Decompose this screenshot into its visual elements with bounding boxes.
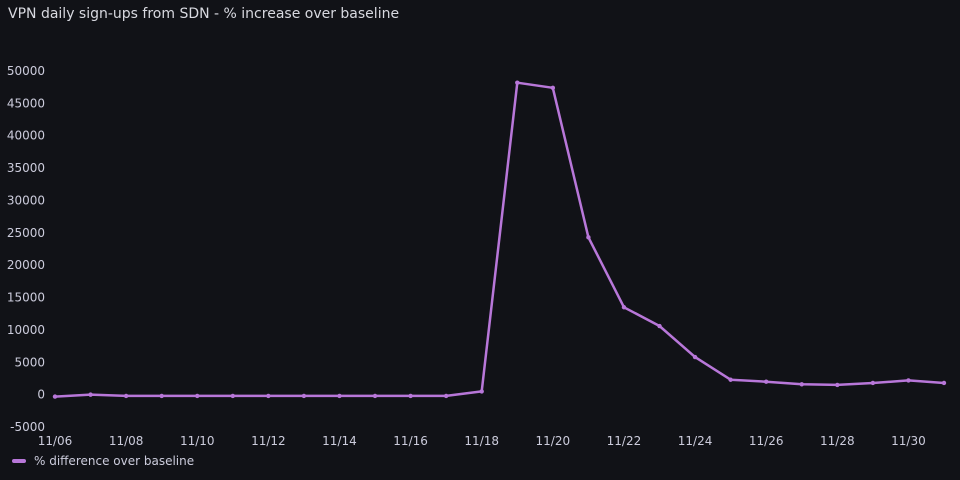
x-tick-label: 11/14: [322, 434, 357, 448]
x-tick-label: 11/12: [251, 434, 286, 448]
data-point[interactable]: [586, 235, 591, 240]
y-tick-label: 45000: [7, 96, 45, 110]
x-axis: 11/06 11/08 11/10 11/12 11/14 11/16 11/18 11/20…: [38, 434, 926, 448]
x-tick-label: 11/08: [109, 434, 144, 448]
data-point[interactable]: [337, 393, 342, 399]
x-tick-label: 11/28: [820, 434, 855, 448]
y-tick-label: 20000: [7, 258, 45, 272]
x-tick-label: 11/10: [180, 434, 215, 448]
chart-title: VPN daily sign-ups from SDN - % increase…: [8, 6, 400, 22]
data-point[interactable]: [835, 382, 840, 388]
x-tick-label: 11/16: [393, 434, 428, 448]
x-tick-label: 11/06: [38, 434, 73, 448]
x-tick-label: 11/26: [749, 434, 784, 448]
data-point[interactable]: [870, 380, 876, 386]
data-point[interactable]: [692, 354, 698, 360]
data-point[interactable]: [88, 392, 93, 397]
y-tick-label: 40000: [7, 129, 45, 143]
x-tick-label: 11/24: [678, 434, 713, 448]
data-point[interactable]: [408, 393, 413, 399]
y-tick-label: 25000: [7, 226, 45, 240]
data-point[interactable]: [230, 393, 235, 399]
data-point[interactable]: [657, 323, 662, 329]
x-tick-label: 11/22: [607, 434, 642, 448]
data-point[interactable]: [550, 85, 556, 91]
y-tick-label: 30000: [7, 193, 45, 207]
data-point[interactable]: [443, 393, 449, 399]
y-tick-label: 10000: [7, 323, 45, 337]
legend-label: % difference over baseline: [34, 454, 195, 468]
data-point[interactable]: [764, 379, 769, 384]
x-tick-label: 11/18: [464, 434, 499, 448]
x-tick-label: 11/30: [891, 434, 926, 448]
data-point[interactable]: [159, 393, 164, 399]
y-tick-label: 50000: [7, 64, 45, 78]
data-point[interactable]: [52, 394, 58, 399]
x-tick-label: 11/20: [536, 434, 571, 448]
y-tick-label: -5000: [10, 420, 45, 434]
data-point[interactable]: [515, 80, 520, 85]
data-point[interactable]: [266, 393, 271, 399]
data-point[interactable]: [479, 389, 484, 394]
data-point[interactable]: [906, 378, 911, 383]
y-tick-label: 15000: [7, 291, 45, 305]
data-point[interactable]: [941, 380, 947, 386]
data-point[interactable]: [799, 382, 804, 387]
legend[interactable]: % difference over baseline: [12, 454, 194, 468]
data-point[interactable]: [123, 393, 129, 399]
data-point[interactable]: [195, 393, 200, 399]
data-point[interactable]: [301, 393, 307, 399]
legend-swatch: [12, 459, 26, 463]
y-tick-label: 0: [37, 388, 45, 402]
series-layer: [52, 80, 947, 399]
data-point[interactable]: [728, 377, 733, 382]
data-point[interactable]: [372, 393, 378, 399]
y-axis: -5000 0 5000 10000 15000 20000 25000 30000 35000…: [7, 64, 45, 434]
y-tick-label: 5000: [14, 355, 45, 369]
series-line[interactable]: [53, 81, 946, 398]
data-point[interactable]: [621, 305, 627, 310]
y-tick-label: 35000: [7, 161, 45, 175]
